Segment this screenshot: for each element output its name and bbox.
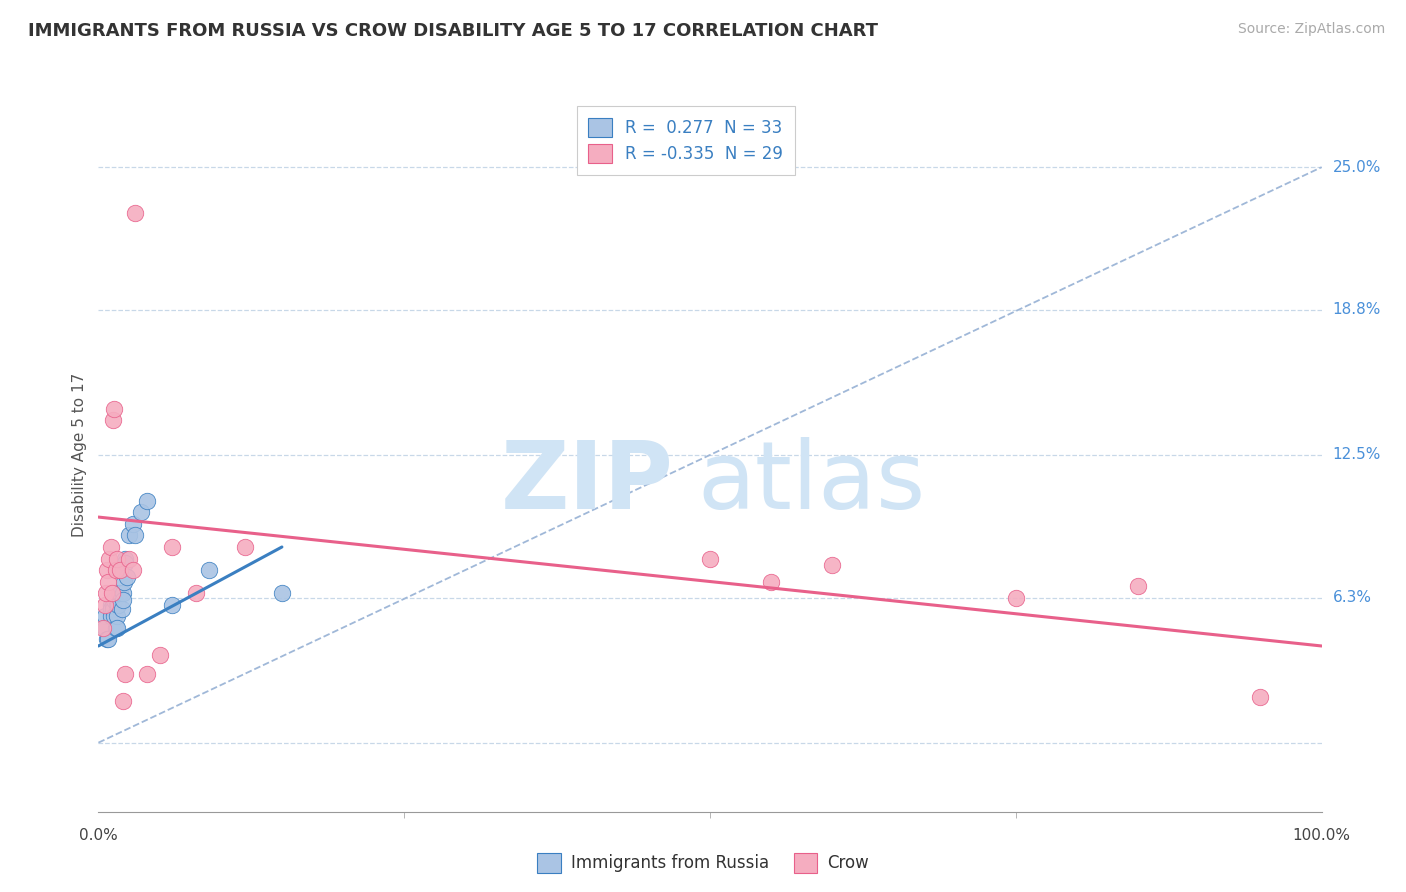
Point [129,506,152,520]
Point [103,609,125,624]
Point [101,413,124,427]
Point [93,598,115,612]
Point [121,563,143,577]
Point [115,570,138,584]
Point [105,598,128,612]
Point [94,586,117,600]
Point [100,598,122,612]
Point [108,586,131,600]
Text: ZIP: ZIP [501,437,673,530]
Point [111,694,134,708]
Legend: R =  0.277  N = 33, R = -0.335  N = 29: R = 0.277 N = 33, R = -0.335 N = 29 [576,106,794,175]
Point [97,574,120,589]
Point [111,602,134,616]
Point [105,551,128,566]
Point [107,598,129,612]
Point [103,401,125,416]
Point [103,593,125,607]
Point [160,598,183,612]
Text: 12.5%: 12.5% [1333,448,1381,462]
Point [111,593,134,607]
Point [114,666,136,681]
Point [149,648,172,663]
Point [1249,690,1271,704]
Point [98,551,121,566]
Point [197,563,219,577]
Point [124,528,146,542]
Point [101,586,124,600]
Point [101,598,124,612]
Legend: Immigrants from Russia, Crow: Immigrants from Russia, Crow [530,847,876,880]
Point [821,558,844,573]
Point [114,551,136,566]
Point [96,563,118,577]
Point [110,586,132,600]
Text: atlas: atlas [697,437,927,530]
Point [100,602,122,616]
Text: 25.0%: 25.0% [1333,160,1381,175]
Text: 6.3%: 6.3% [1333,591,1372,605]
Text: IMMIGRANTS FROM RUSSIA VS CROW DISABILITY AGE 5 TO 17 CORRELATION CHART: IMMIGRANTS FROM RUSSIA VS CROW DISABILIT… [28,22,879,40]
Point [121,516,143,531]
Point [761,574,783,589]
Point [100,609,122,624]
Point [97,632,120,646]
Point [112,574,135,589]
Point [1128,579,1150,593]
Text: Source: ZipAtlas.com: Source: ZipAtlas.com [1237,22,1385,37]
Point [270,586,294,600]
Point [104,621,127,635]
Point [186,586,208,600]
Point [233,540,256,554]
Point [118,551,141,566]
Point [136,666,159,681]
Point [110,563,132,577]
Point [100,540,122,554]
Point [160,540,183,554]
Point [118,528,141,542]
Point [114,556,136,570]
Point [105,609,128,624]
Point [1004,591,1026,605]
Point [111,586,134,600]
Point [136,494,159,508]
Point [91,621,114,635]
Point [699,551,721,566]
Text: 18.8%: 18.8% [1333,302,1381,318]
Y-axis label: Disability Age 5 to 17: Disability Age 5 to 17 [72,373,87,537]
Point [124,206,146,220]
Point [104,563,127,577]
Point [93,609,115,624]
Point [101,602,124,616]
Point [105,621,128,635]
Point [93,621,115,635]
Point [96,632,118,646]
